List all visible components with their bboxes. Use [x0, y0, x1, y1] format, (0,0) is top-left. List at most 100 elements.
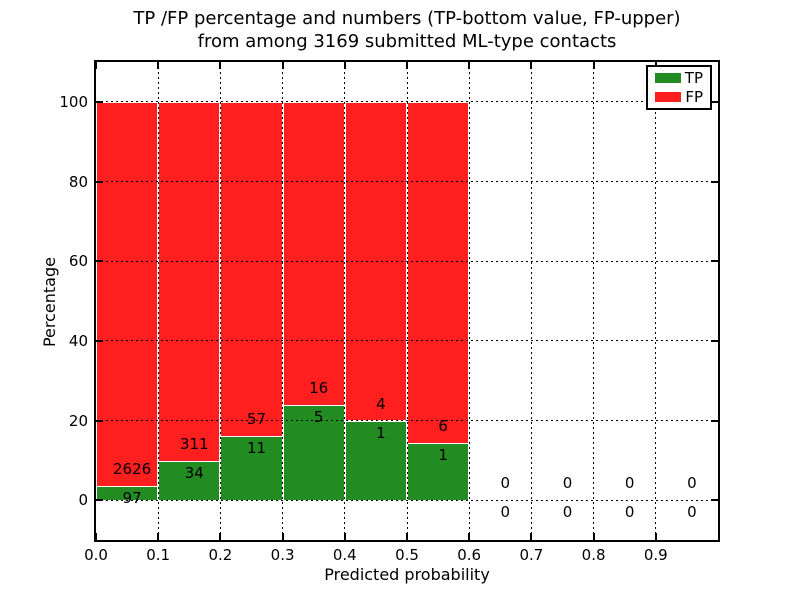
y-tick-mark: [96, 419, 103, 422]
chart-title-line2: from among 3169 submitted ML-type contac…: [197, 31, 617, 52]
y-tick-label: 80: [68, 172, 88, 191]
gridline-y: [96, 181, 718, 182]
count-label-fp: 6: [438, 417, 448, 436]
y-tick-mark: [96, 100, 103, 103]
count-label-fp: 0: [500, 474, 511, 493]
gridline-x: [468, 62, 470, 540]
gridline-y: [96, 420, 718, 421]
gridline-y: [96, 340, 718, 342]
x-tick-label: 0.1: [146, 546, 171, 564]
gridline-x: [219, 62, 221, 540]
bar-segment-fp: [220, 101, 283, 436]
count-label-fp: 0: [687, 474, 697, 493]
x-tick-mark-top: [530, 62, 533, 69]
x-tick-mark-top: [281, 62, 284, 69]
x-tick-mark: [654, 533, 657, 540]
legend-item-tp: TP: [655, 69, 703, 87]
bar-segment-tp: [282, 405, 345, 501]
legend-label-fp: FP: [685, 87, 703, 106]
y-tick-mark-right: [711, 260, 718, 263]
gridline-y: [96, 499, 718, 501]
y-tick-mark-right: [711, 180, 718, 183]
count-label-fp: 0: [624, 474, 635, 493]
x-tick-mark: [530, 533, 533, 540]
gridline-x: [282, 62, 284, 540]
count-label-tp: 0: [687, 503, 697, 522]
bar-segment-tp: [407, 443, 470, 501]
y-tick-label: 40: [68, 331, 88, 350]
bar-segment-fp: [282, 101, 345, 406]
gridline-x: [344, 62, 346, 540]
x-axis-label: Predicted probability: [324, 565, 490, 584]
x-tick-mark-top: [592, 62, 595, 69]
y-tick-label: 60: [68, 252, 88, 271]
gridline-x: [593, 62, 595, 540]
x-tick-mark: [157, 533, 160, 540]
y-tick-mark: [96, 499, 103, 502]
x-tick-mark: [406, 533, 408, 540]
x-tick-mark: [219, 533, 222, 540]
count-label-tp: 0: [624, 503, 635, 522]
y-axis-label: Percentage: [40, 257, 59, 348]
legend-swatch-tp-icon: [655, 73, 681, 84]
x-tick-mark-top: [95, 62, 97, 69]
count-label-tp: 97: [122, 488, 142, 507]
count-label-fp: 311: [179, 434, 209, 453]
count-label-fp: 2626: [113, 459, 152, 478]
count-label-fp: 57: [246, 409, 267, 428]
count-label-tp: 1: [438, 446, 448, 465]
bar-segment-tp: [220, 435, 283, 501]
y-tick-mark-right: [711, 339, 718, 342]
x-tick-mark: [468, 533, 471, 540]
legend: TP FP: [646, 65, 712, 110]
x-tick-mark-top: [219, 62, 222, 69]
x-tick-mark-top: [468, 62, 471, 69]
count-label-fp: 0: [562, 474, 573, 493]
gridline-x: [655, 62, 657, 540]
count-label-fp: 4: [376, 394, 386, 413]
x-tick-mark-top: [406, 62, 408, 69]
y-tick-label: 0: [78, 491, 88, 510]
count-label-tp: 34: [184, 463, 204, 482]
x-tick-mark: [592, 533, 595, 540]
count-label-tp: 1: [376, 423, 386, 442]
y-tick-mark: [96, 180, 103, 183]
gridline-x: [157, 62, 159, 540]
x-tick-label: 0.2: [208, 546, 233, 564]
bar-segment-tp: [158, 460, 221, 501]
count-label-tp: 0: [500, 503, 511, 522]
count-label-fp: 16: [309, 379, 329, 398]
gridline-x: [530, 62, 532, 540]
x-tick-mark-top: [157, 62, 160, 69]
y-tick-mark-right: [711, 100, 718, 103]
legend-label-tp: TP: [684, 69, 703, 88]
bar-segment-fp: [407, 101, 470, 444]
y-tick-label: 20: [68, 411, 88, 430]
gridline-y: [96, 101, 718, 103]
y-tick-label: 100: [59, 92, 88, 111]
x-tick-mark: [95, 533, 97, 540]
bar-segment-fp: [96, 101, 159, 486]
x-tick-label: 0.7: [519, 546, 544, 564]
y-tick-mark: [96, 260, 103, 263]
y-tick-mark-right: [711, 499, 718, 502]
x-tick-label: 0.3: [270, 546, 295, 564]
x-tick-label: 0.9: [643, 546, 668, 564]
x-tick-label: 0.0: [84, 546, 108, 564]
x-tick-label: 0.5: [395, 546, 419, 564]
y-tick-mark-right: [711, 419, 718, 422]
bar-segment-fp: [158, 101, 221, 461]
x-tick-label: 0.6: [457, 546, 482, 564]
gridline-x: [406, 62, 408, 540]
x-tick-label: 0.4: [332, 546, 357, 564]
x-tick-label: 0.8: [581, 546, 606, 564]
chart-title-line1: TP /FP percentage and numbers (TP-bottom…: [133, 8, 681, 29]
legend-swatch-fp-icon: [655, 91, 681, 102]
x-tick-mark: [281, 533, 284, 540]
bar-segment-tp: [96, 485, 159, 501]
count-label-tp: 5: [313, 408, 324, 427]
x-tick-mark: [343, 533, 346, 540]
y-tick-mark: [96, 339, 103, 342]
count-label-tp: 0: [562, 503, 573, 522]
